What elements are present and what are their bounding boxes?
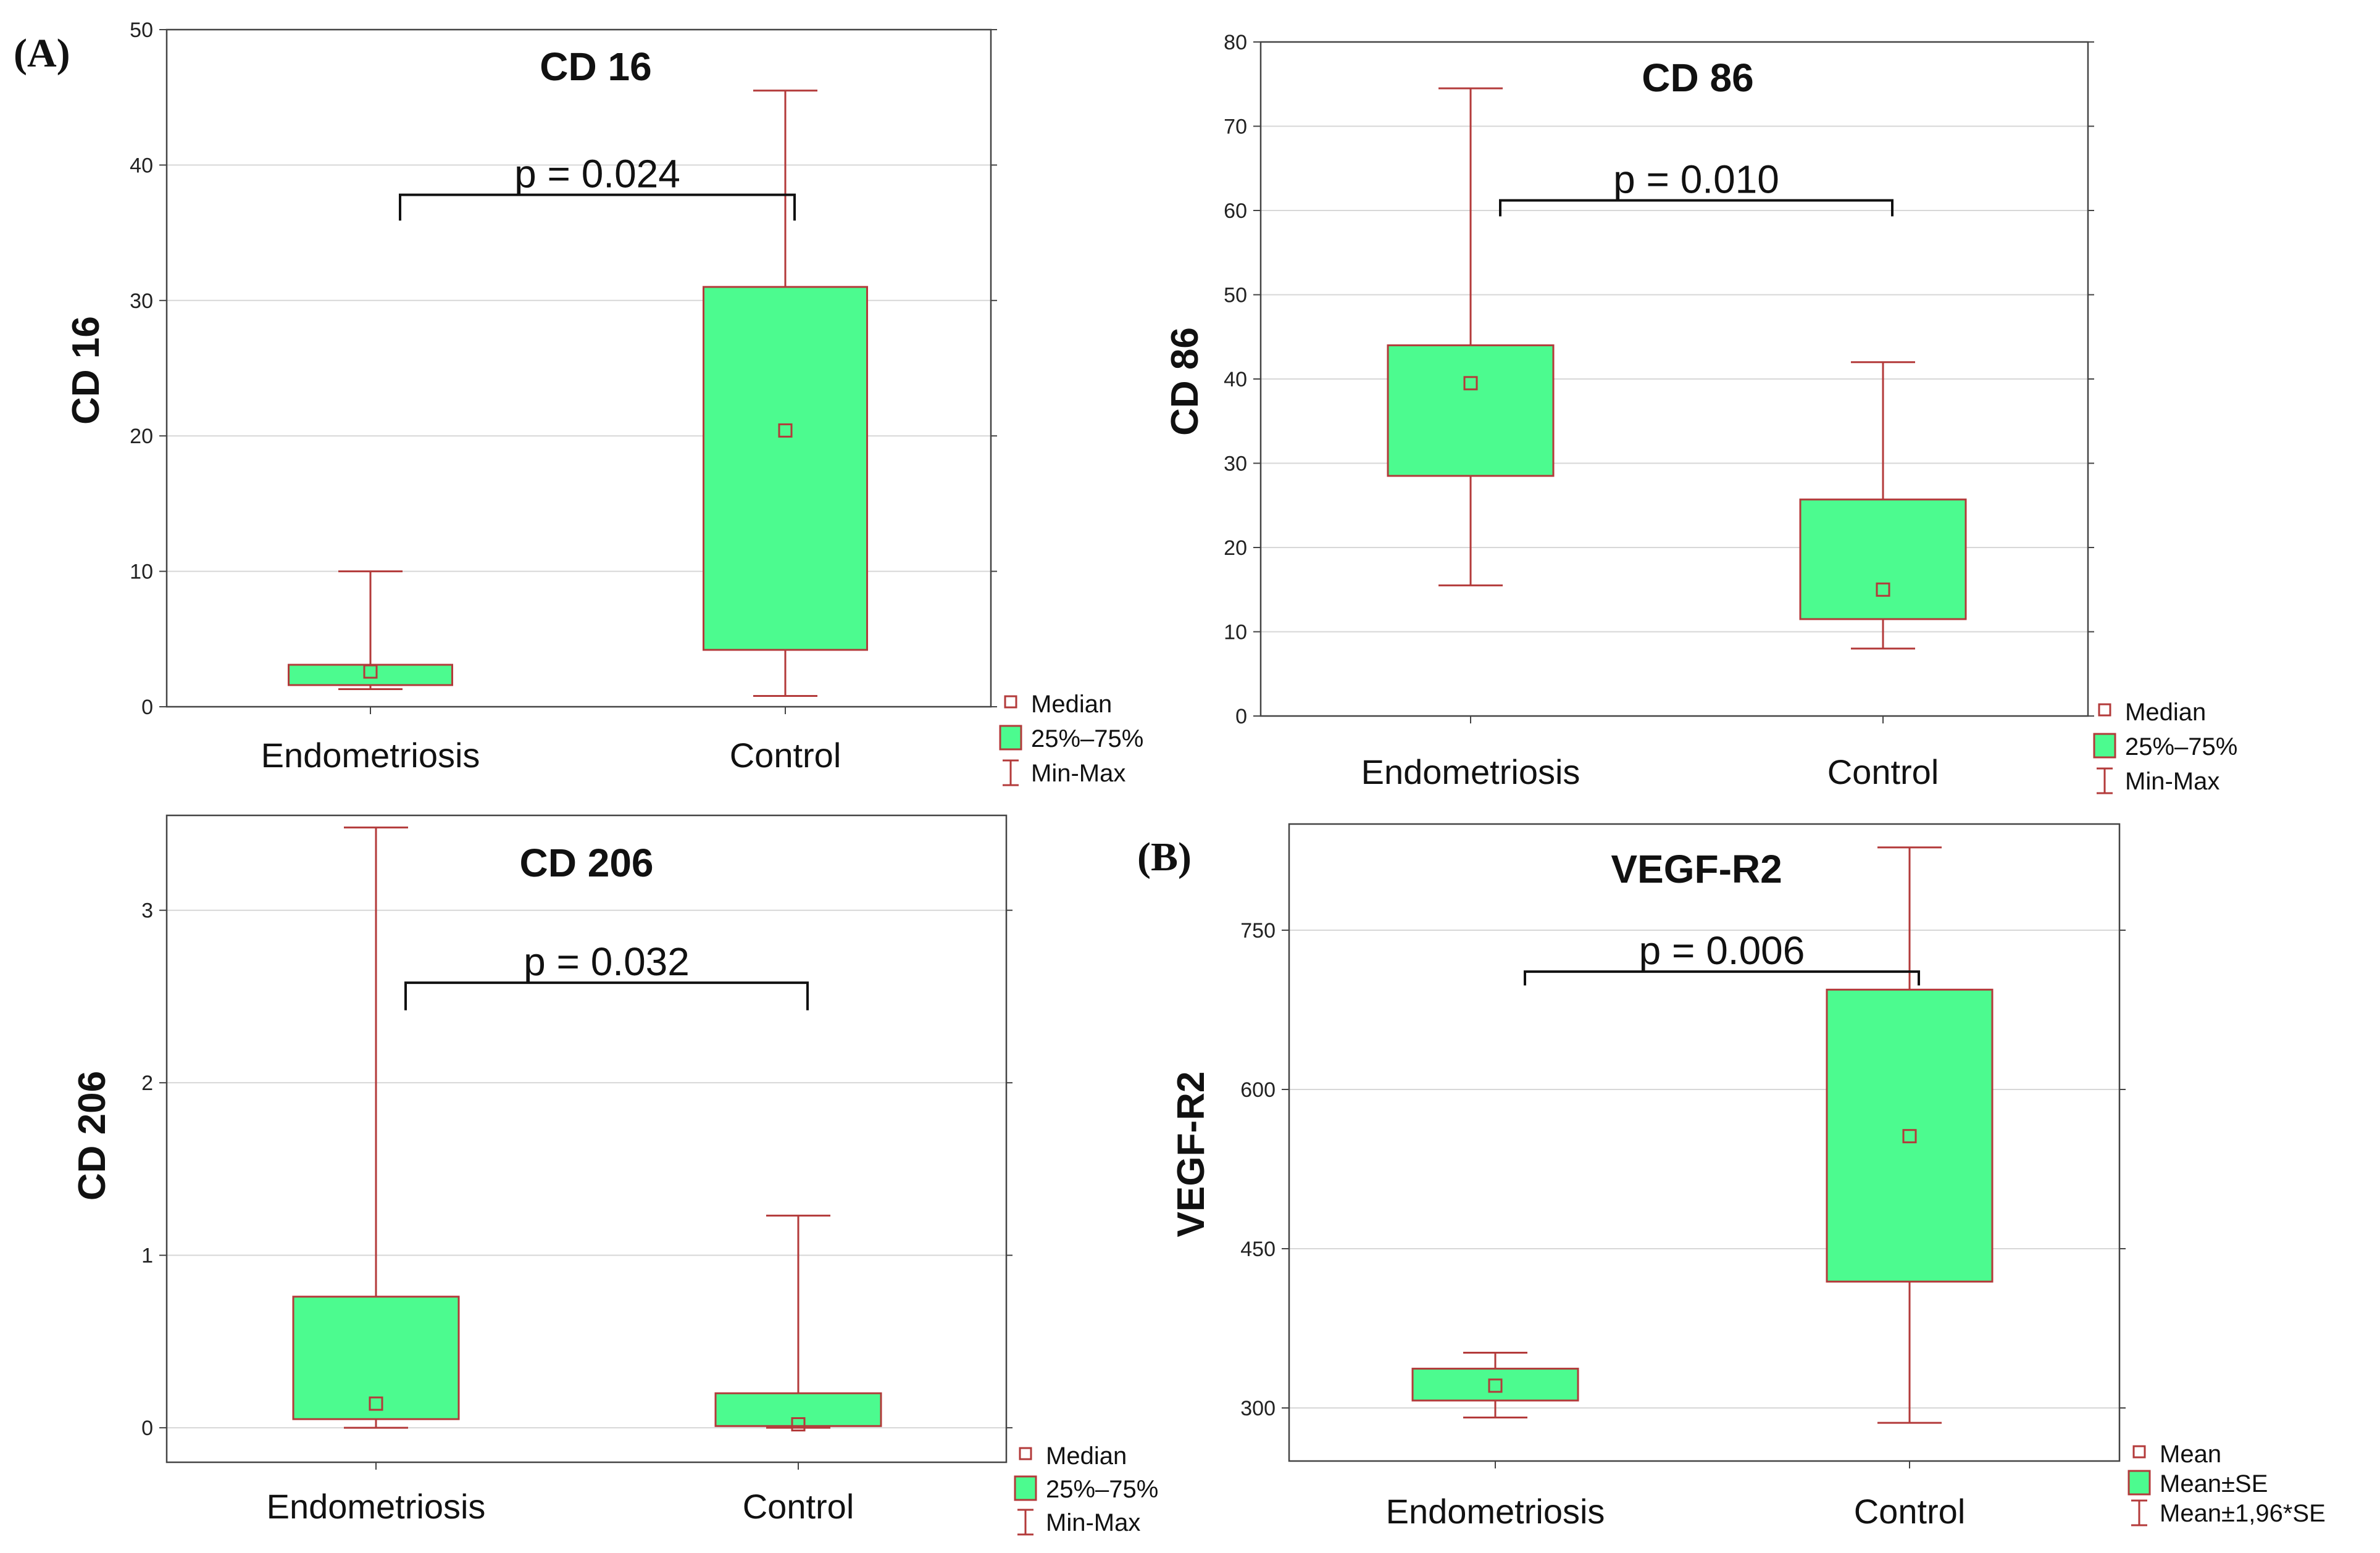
chart3-ytick-label: 0: [141, 1417, 153, 1440]
chart3-ytick-label: 1: [141, 1244, 153, 1268]
chart4-significance-bracket: [1524, 970, 1920, 986]
chart2-significance-bracket: [1499, 199, 1894, 217]
chart1-legend-label: Median: [1031, 691, 1112, 718]
chart2-box-iqr: [1387, 344, 1555, 477]
chart3-legend-label: Min-Max: [1046, 1509, 1140, 1536]
chart4-median-marker: [1902, 1129, 1917, 1144]
chart2-ytick-label: 60: [1224, 199, 1247, 223]
chart1-ytick-label: 40: [130, 154, 153, 177]
chart1-legend-label: 25%–75%: [1031, 725, 1143, 752]
chart1-ytick-label: 30: [130, 289, 153, 313]
chart2-ytick-label: 50: [1224, 284, 1247, 307]
chart4-ytick-label: 600: [1240, 1078, 1276, 1102]
chart3-legend-box-symbol: [1014, 1475, 1037, 1501]
chart1-legend-box-symbol: [999, 725, 1022, 751]
chart3-box-iqr: [292, 1296, 460, 1420]
chart4-title: VEGF-R2: [1611, 847, 1782, 891]
chart4-panel-letter: (B): [1137, 835, 1192, 880]
chart2-legend-label: Min-Max: [2125, 768, 2219, 795]
chart4-category-label: Control: [1854, 1492, 1966, 1531]
chart1-median-marker: [778, 423, 793, 438]
chart3-legend-label: Median: [1046, 1443, 1127, 1470]
chart1-title: CD 16: [540, 44, 651, 89]
chart1-ytick-label: 10: [130, 560, 153, 584]
chart2-legend-label: 25%–75%: [2125, 733, 2237, 760]
chart1-ytick-label: 20: [130, 425, 153, 448]
chart1-category-label: Control: [730, 736, 841, 775]
chart2-ytick-label: 10: [1224, 621, 1247, 644]
chart4-box-iqr: [1826, 988, 1994, 1283]
chart2-p-value: p = 0.010: [1613, 157, 1779, 202]
chart2-legend-box-symbol: [2093, 733, 2116, 759]
chart4-legend-box-symbol: [2127, 1470, 2151, 1496]
chart2-plot-frame: [1259, 41, 2089, 717]
chart2-ytick-label: 0: [1235, 705, 1247, 728]
chart4-category-label: Endometriosis: [1386, 1492, 1605, 1531]
chart3-plot-frame: [165, 814, 1008, 1463]
chart2-category-label: Control: [1827, 752, 1939, 791]
chart3-ytick-label: 3: [141, 899, 153, 923]
chart3-p-value: p = 0.032: [524, 939, 690, 984]
chart3-box-iqr: [714, 1392, 882, 1427]
chart3-significance-bracket: [404, 981, 809, 1010]
chart4-ytick-label: 300: [1240, 1397, 1276, 1420]
chart1-p-value: p = 0.024: [514, 152, 680, 196]
chart1-ytick-label: 50: [130, 19, 153, 42]
chart1-panel-letter: (A): [14, 31, 70, 76]
chart3-ytick-label: 2: [141, 1072, 153, 1095]
chart1-ytick-label: 0: [141, 696, 153, 719]
chart4-legend-median-symbol: [2132, 1445, 2146, 1459]
chart4-legend-label: Mean±SE: [2160, 1470, 2268, 1497]
chart4-legend-label: Mean: [2160, 1441, 2221, 1468]
chart3-median-marker: [369, 1396, 383, 1411]
chart1-box-iqr: [288, 664, 453, 686]
chart4-ytick-label: 450: [1240, 1238, 1276, 1261]
chart3-category-label: Endometriosis: [267, 1487, 486, 1526]
chart1-median-marker: [363, 664, 378, 679]
chart1-legend-median-symbol: [1004, 695, 1017, 709]
chart2-median-marker: [1463, 376, 1478, 391]
chart2-title: CD 86: [1642, 56, 1753, 100]
chart4-median-marker: [1488, 1378, 1503, 1393]
chart2-ytick-label: 30: [1224, 452, 1247, 476]
chart2-ytick-label: 80: [1224, 31, 1247, 54]
chart3-category-label: Control: [743, 1487, 854, 1526]
chart1-ylabel: CD 16: [65, 316, 107, 425]
chart1-box-iqr: [703, 286, 868, 651]
chart4-box-iqr: [1411, 1367, 1579, 1402]
chart3-legend-median-symbol: [1019, 1447, 1032, 1460]
chart2-category-label: Endometriosis: [1361, 752, 1580, 791]
chart2-legend-median-symbol: [2098, 703, 2111, 717]
chart2-ytick-label: 20: [1224, 536, 1247, 560]
chart3-ylabel: CD 206: [71, 1071, 114, 1201]
chart2-ytick-label: 70: [1224, 115, 1247, 139]
chart2-ytick-label: 40: [1224, 368, 1247, 391]
chart3-title: CD 206: [520, 841, 654, 885]
chart1-category-label: Endometriosis: [261, 736, 480, 775]
chart4-ylabel: VEGF-R2: [1170, 1072, 1213, 1238]
chart4-ytick-label: 750: [1240, 919, 1276, 943]
chart2-box-iqr: [1799, 498, 1967, 620]
chart1-legend-label: Min-Max: [1031, 760, 1125, 787]
chart1-significance-bracket: [399, 193, 796, 221]
chart4-p-value: p = 0.006: [1639, 928, 1805, 973]
chart1-plot-frame: [165, 28, 992, 708]
chart2-legend-label: Median: [2125, 699, 2206, 726]
chart4-legend-label: Mean±1,96*SE: [2160, 1500, 2326, 1527]
chart2-ylabel: CD 86: [1164, 327, 1206, 436]
chart3-median-marker: [791, 1417, 806, 1432]
chart4-plot-frame: [1288, 823, 2121, 1462]
chart3-legend-label: 25%–75%: [1046, 1476, 1158, 1503]
chart2-median-marker: [1876, 582, 1890, 597]
